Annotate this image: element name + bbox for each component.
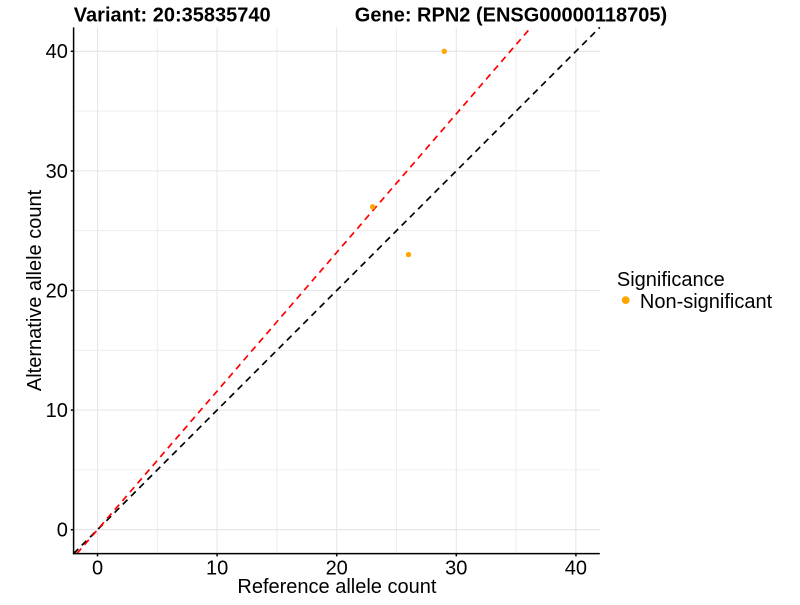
svg-text:10: 10 xyxy=(206,557,228,579)
svg-text:40: 40 xyxy=(565,557,587,579)
svg-text:Reference allele count: Reference allele count xyxy=(237,576,436,598)
svg-text:Variant: 20:35835740: Variant: 20:35835740 xyxy=(74,4,271,26)
svg-text:Significance: Significance xyxy=(617,269,725,291)
svg-text:Non-significant: Non-significant xyxy=(640,291,773,313)
svg-text:0: 0 xyxy=(92,557,103,579)
svg-text:30: 30 xyxy=(46,161,68,183)
svg-text:10: 10 xyxy=(46,400,68,422)
svg-text:Alternative allele count: Alternative allele count xyxy=(24,189,46,391)
svg-text:Gene: RPN2 (ENSG00000118705): Gene: RPN2 (ENSG00000118705) xyxy=(355,4,667,26)
svg-text:20: 20 xyxy=(326,557,348,579)
svg-text:30: 30 xyxy=(445,557,467,579)
svg-text:20: 20 xyxy=(46,280,68,302)
svg-text:40: 40 xyxy=(46,41,68,63)
svg-text:0: 0 xyxy=(57,520,68,542)
